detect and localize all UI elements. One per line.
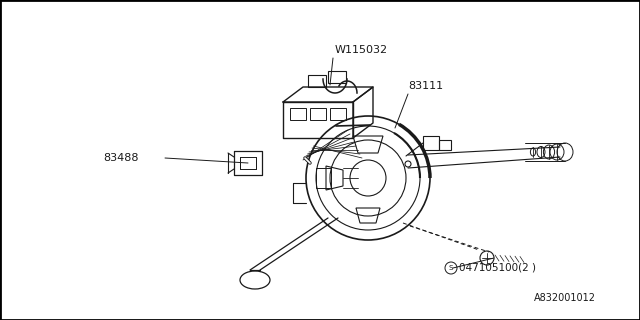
Text: 83111: 83111 [408, 81, 443, 91]
Text: 047105100(2 ): 047105100(2 ) [459, 263, 536, 273]
Bar [439, 140, 451, 150]
Text: S: S [449, 265, 453, 271]
Text: A832001012: A832001012 [534, 293, 596, 303]
Bar [310, 108, 326, 120]
Text: 83488: 83488 [103, 153, 138, 163]
Bar [328, 71, 346, 83]
Text: W115032: W115032 [335, 45, 388, 55]
Bar [308, 75, 326, 87]
Bar [423, 136, 439, 150]
Bar [330, 108, 346, 120]
Bar [316, 168, 331, 188]
Bar [290, 108, 306, 120]
